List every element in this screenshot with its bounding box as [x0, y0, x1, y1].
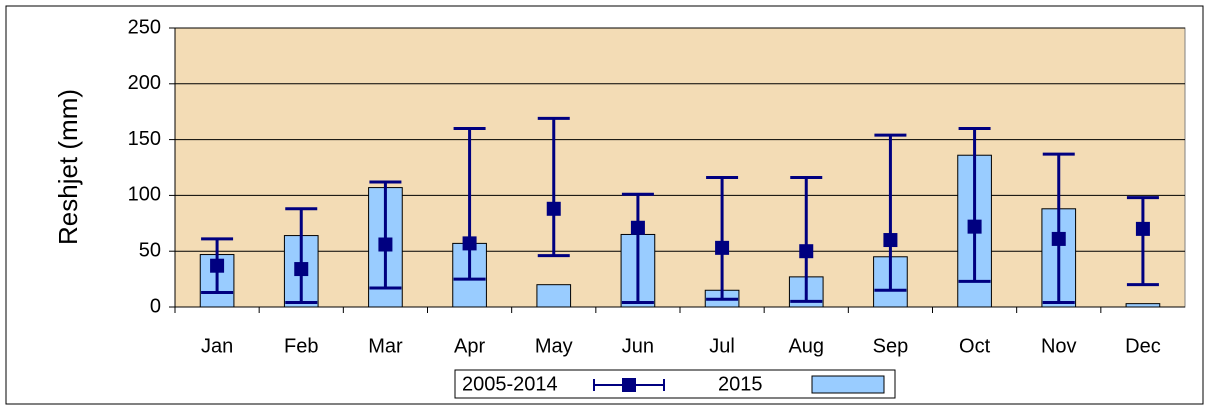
legend-label: 2005-2014 [462, 373, 558, 395]
bar [1125, 303, 1161, 308]
bar [536, 284, 572, 308]
y-tick-label: 150 [128, 128, 161, 150]
mean-marker [1135, 221, 1150, 236]
x-tick-label: Aug [788, 335, 824, 357]
mean-marker [715, 240, 730, 255]
y-tick-label: 0 [150, 295, 161, 317]
mean-marker [630, 220, 645, 235]
x-tick-label: Jun [622, 335, 654, 357]
y-tick-label: 50 [139, 239, 161, 261]
legend-marker [622, 378, 636, 392]
x-tick-label: Feb [284, 335, 318, 357]
mean-marker [546, 201, 561, 216]
x-tick-label: Oct [959, 335, 991, 357]
legend-label: 2015 [718, 373, 763, 395]
plot-area [174, 27, 1186, 308]
x-tick-label: Jan [201, 335, 233, 357]
y-tick-label: 250 [128, 16, 161, 38]
legend-swatch [811, 375, 885, 394]
mean-marker [378, 237, 393, 252]
x-tick-label: Sep [873, 335, 909, 357]
mean-marker [883, 233, 898, 248]
x-tick-label: Nov [1041, 335, 1077, 357]
x-tick-label: Jul [709, 335, 735, 357]
x-tick-label: Apr [454, 335, 485, 357]
x-tick-label: May [535, 335, 573, 357]
mean-marker [967, 219, 982, 234]
mean-marker [462, 236, 477, 251]
mean-marker [210, 258, 225, 273]
mean-marker [294, 262, 309, 277]
mean-marker [1051, 231, 1066, 246]
y-axis-label: Reshjet (mm) [53, 89, 83, 245]
y-tick-label: 100 [128, 184, 161, 206]
x-tick-label: Mar [368, 335, 403, 357]
mean-marker [799, 244, 814, 259]
x-tick-label: Dec [1125, 335, 1161, 357]
y-tick-label: 200 [128, 72, 161, 94]
